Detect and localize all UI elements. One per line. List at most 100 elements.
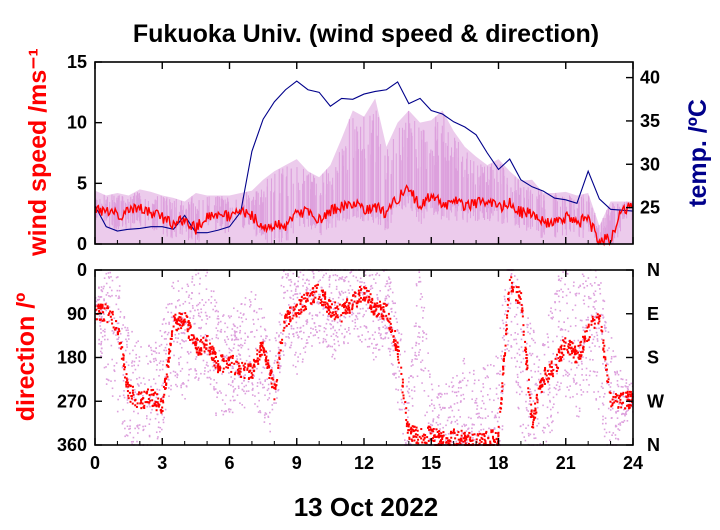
direction-point xyxy=(578,354,581,357)
direction-raw-point xyxy=(272,376,275,379)
direction-point xyxy=(126,381,129,384)
direction-raw-point xyxy=(254,403,256,405)
direction-raw-point xyxy=(514,315,516,318)
direction-raw-point xyxy=(411,347,414,349)
direction-point xyxy=(259,346,262,349)
direction-raw-point xyxy=(391,327,394,329)
direction-raw-point xyxy=(549,408,552,411)
direction-raw-point xyxy=(423,331,425,334)
direction-raw-point xyxy=(145,355,148,358)
direction-raw-point xyxy=(225,354,228,357)
direction-point xyxy=(279,349,282,352)
direction-raw-point xyxy=(401,408,403,411)
direction-point xyxy=(609,400,612,403)
direction-point xyxy=(394,342,397,345)
direction-raw-point xyxy=(423,389,426,392)
direction-raw-point xyxy=(97,295,100,298)
direction-raw-point xyxy=(246,335,249,338)
direction-raw-point xyxy=(504,348,506,351)
direction-point xyxy=(216,360,219,363)
direction-raw-point xyxy=(180,346,183,349)
direction-raw-point xyxy=(545,440,548,443)
direction-raw-point xyxy=(427,352,429,354)
direction-raw-point xyxy=(259,325,262,328)
speed-tick-label: 5 xyxy=(77,173,87,193)
direction-point xyxy=(369,293,372,296)
direction-raw-point xyxy=(111,358,113,361)
direction-raw-point xyxy=(280,284,283,287)
direction-point xyxy=(469,436,472,439)
direction-raw-point xyxy=(116,338,118,341)
direction-raw-point xyxy=(333,357,336,360)
direction-point xyxy=(324,296,327,299)
direction-point xyxy=(283,326,286,329)
direction-point xyxy=(484,432,487,435)
direction-raw-point xyxy=(239,402,241,404)
direction-point xyxy=(396,345,399,348)
direction-raw-point xyxy=(387,303,389,306)
direction-point xyxy=(272,378,275,381)
direction-raw-point xyxy=(446,419,449,422)
direction-point xyxy=(336,314,339,317)
direction-point xyxy=(501,390,504,393)
direction-raw-point xyxy=(419,280,422,283)
direction-raw-point xyxy=(522,350,524,353)
direction-point xyxy=(550,362,553,365)
direction-raw-point xyxy=(264,416,266,419)
direction-point xyxy=(231,354,234,357)
direction-raw-point xyxy=(206,376,209,379)
direction-point xyxy=(205,343,208,346)
direction-point xyxy=(510,285,513,288)
direction-point xyxy=(300,311,303,314)
direction-raw-point xyxy=(237,374,240,376)
direction-point xyxy=(579,351,582,354)
direction-point xyxy=(262,351,265,354)
direction-raw-point xyxy=(294,354,296,356)
direction-point xyxy=(521,310,524,313)
direction-raw-point xyxy=(230,334,233,337)
direction-raw-point xyxy=(296,293,299,295)
direction-point xyxy=(518,301,521,304)
direction-raw-point xyxy=(215,301,218,304)
direction-raw-point xyxy=(321,298,323,300)
direction-raw-point xyxy=(576,366,578,369)
direction-raw-point xyxy=(449,405,452,408)
direction-point xyxy=(351,304,354,307)
direction-raw-point xyxy=(386,282,389,285)
time-tick-label: 15 xyxy=(421,453,441,473)
direction-raw-point xyxy=(318,311,321,314)
direction-point xyxy=(204,343,207,346)
direction-raw-point xyxy=(192,307,194,309)
direction-point xyxy=(123,376,126,379)
direction-point xyxy=(406,431,409,434)
direction-raw-point xyxy=(241,320,244,323)
direction-raw-point xyxy=(395,377,397,379)
direction-raw-point xyxy=(174,337,177,339)
direction-point xyxy=(300,308,303,311)
direction-raw-point xyxy=(537,366,540,368)
direction-raw-point xyxy=(227,338,230,341)
direction-raw-point xyxy=(460,387,462,389)
direction-point xyxy=(185,314,188,317)
direction-raw-point xyxy=(431,410,434,412)
direction-raw-point xyxy=(520,346,523,348)
direction-point xyxy=(289,318,292,321)
direction-raw-point xyxy=(161,368,164,371)
direction-raw-point xyxy=(437,393,440,395)
direction-raw-point xyxy=(338,328,341,331)
direction-raw-point xyxy=(244,374,246,376)
direction-point xyxy=(617,406,620,409)
direction-raw-point xyxy=(526,323,528,326)
direction-point xyxy=(369,304,372,307)
direction-raw-point xyxy=(232,385,234,388)
direction-raw-point xyxy=(459,416,461,418)
direction-raw-point xyxy=(462,372,464,375)
direction-point xyxy=(363,292,366,295)
direction-raw-point xyxy=(170,384,172,387)
direction-raw-point xyxy=(187,326,189,328)
direction-point xyxy=(494,431,497,434)
direction-point xyxy=(535,394,538,397)
direction-raw-point xyxy=(294,365,297,368)
direction-point xyxy=(192,341,195,344)
direction-raw-point xyxy=(550,416,552,418)
